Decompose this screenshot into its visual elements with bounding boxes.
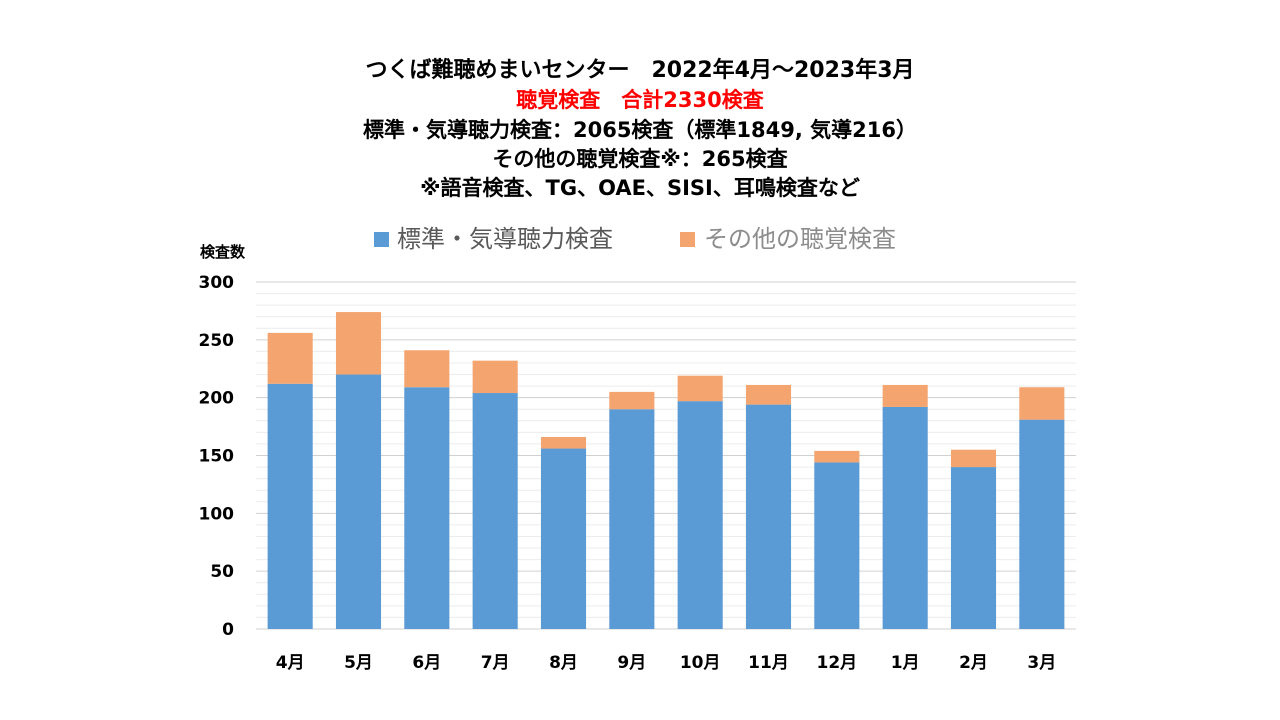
y-tick-label: 150 (199, 447, 235, 467)
legend-label-standard: 標準・気導聴力検査 (397, 225, 613, 253)
chart-subtitle-standard: 標準・気導聴力検査：2065検査（標準1849, 気導216） (362, 118, 918, 142)
y-tick-label: 100 (199, 504, 235, 524)
x-tick-label: 3月 (1027, 653, 1056, 673)
chart-subtitle-total: 聴覚検査 合計2330検査 (516, 88, 764, 112)
bar-segment-other (950, 449, 997, 468)
bar-segment-other (609, 391, 655, 410)
bar-segment-standard (267, 383, 313, 629)
bar-segment-standard (540, 448, 587, 629)
y-tick-label: 250 (199, 331, 235, 351)
bar-segment-standard (404, 387, 450, 629)
x-tick-label: 6月 (412, 653, 441, 673)
chart-subtitle-other: その他の聴覚検査※：265検査 (492, 147, 788, 171)
bar-segment-standard (745, 404, 792, 629)
legend-swatch-other (680, 232, 695, 247)
x-tick-label: 1月 (891, 653, 920, 673)
y-axis-label: 検査数 (200, 243, 246, 261)
bar-segment-other (404, 350, 450, 388)
bar-segment-standard (677, 401, 723, 629)
x-tick-label: 8月 (549, 653, 578, 673)
bar-segment-standard (814, 462, 860, 629)
bar-segment-standard (950, 467, 997, 629)
chart-title: つくば難聴めまいセンター 2022年4月～2023年3月 (365, 58, 915, 83)
legend-swatch-standard (374, 232, 389, 247)
bar-segment-other (745, 384, 792, 405)
x-tick-label: 2月 (959, 653, 988, 673)
x-tick-label: 12月 (816, 653, 857, 673)
x-tick-label: 11月 (748, 653, 789, 673)
y-tick-label: 200 (199, 389, 235, 409)
bar-segment-other (267, 332, 313, 384)
legend-label-other: その他の聴覚検査 (704, 225, 896, 253)
x-tick-label: 5月 (344, 653, 373, 673)
bar-segment-standard (1019, 419, 1065, 629)
bar-segment-other (335, 312, 382, 375)
bar-segment-other (882, 384, 928, 407)
x-tick-label: 10月 (680, 653, 721, 673)
bar-segment-other (540, 436, 587, 449)
y-tick-label: 0 (222, 620, 234, 640)
bar-segment-standard (609, 409, 655, 629)
x-tick-label: 4月 (276, 653, 305, 673)
bar-segment-other (814, 450, 860, 463)
y-tick-label: 300 (199, 273, 235, 293)
chart-subtitle-note: ※語音検査、TG、OAE、SISI、耳鳴検査など (420, 176, 860, 200)
bar-segment-other (677, 375, 723, 402)
bar-segment-other (472, 360, 518, 394)
x-tick-label: 9月 (617, 653, 646, 673)
bar-segment-standard (472, 393, 518, 629)
y-tick-label: 50 (210, 562, 234, 582)
bar-segment-other (1019, 387, 1065, 420)
bar-segment-standard (882, 406, 928, 629)
x-tick-label: 7月 (481, 653, 510, 673)
bar-segment-standard (335, 374, 382, 629)
